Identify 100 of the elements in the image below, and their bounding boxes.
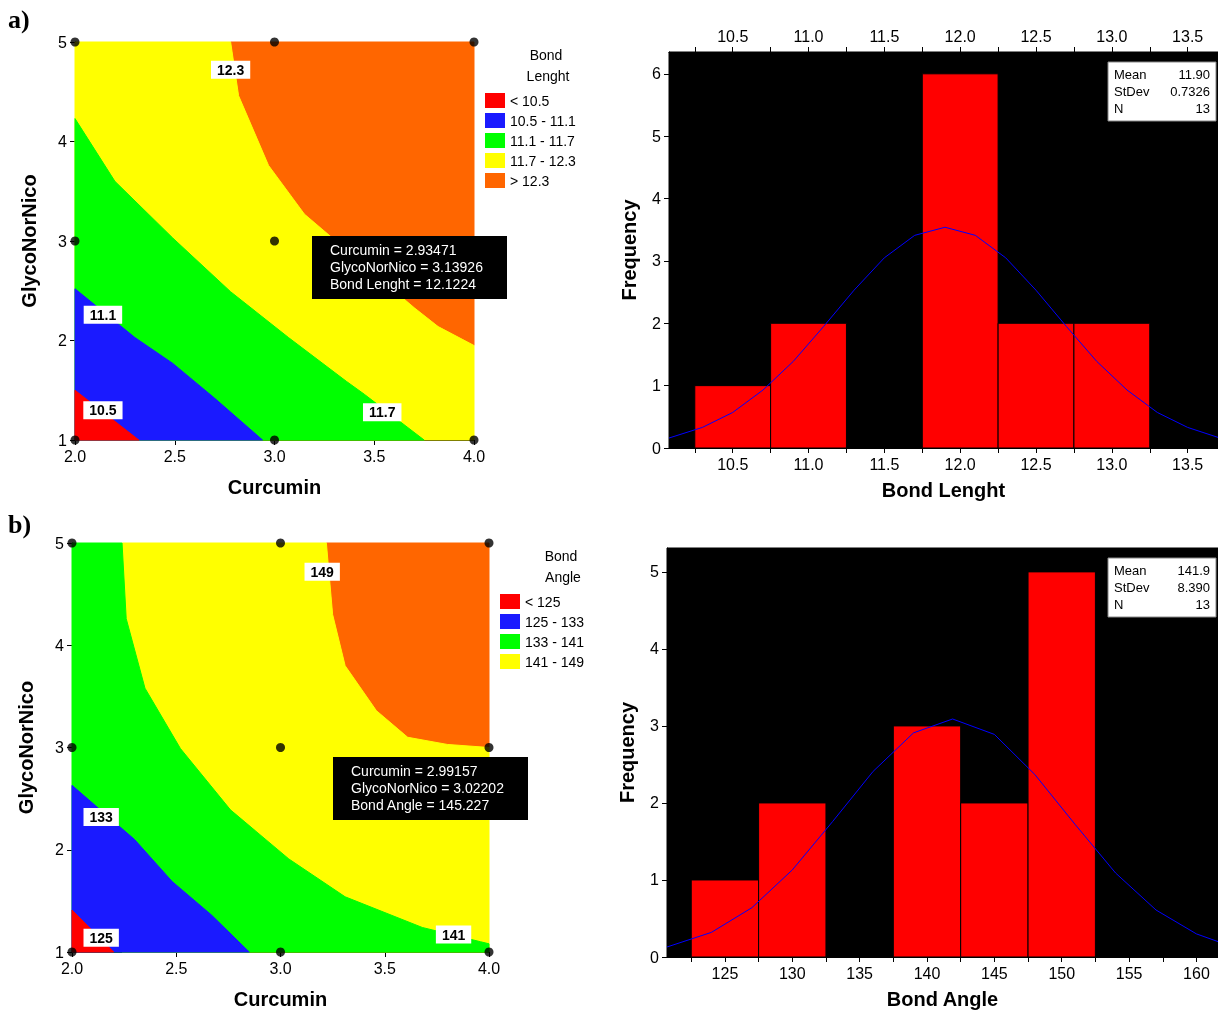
x-axis-title: Bond Angle (886, 988, 999, 1010)
annotation: 11.1 (89, 306, 117, 323)
annotation: 133 (89, 809, 114, 826)
annotation: Curcumin = 2.93471 GlycoNorNico = 3.13926 Bond Lenght = 12.1224 (312, 236, 507, 299)
y-tick-label: 5 (650, 563, 660, 581)
x-tick-label: 13.0 (1096, 455, 1128, 473)
x-tick-label: 4.0 (462, 447, 486, 465)
annotation: 10.5 (89, 402, 117, 419)
y-tick-label: 3 (55, 739, 65, 756)
text: a) (8, 4, 30, 34)
x-tick-label: 11.0 (793, 455, 824, 473)
y-axis-title: Frequency (618, 198, 640, 301)
x-axis-title: Curcumin (227, 476, 322, 498)
x-tick-label: 150 (1048, 964, 1076, 982)
point (67, 743, 77, 752)
y-tick-label: 6 (652, 65, 662, 83)
point (270, 37, 279, 47)
y-tick-label: 4 (58, 133, 68, 150)
x-axis-title: Curcumin (233, 988, 328, 1010)
y-tick-label: 4 (652, 190, 662, 208)
x-tick-label: 2.0 (60, 959, 84, 977)
annotation: 12.3 (216, 61, 245, 78)
y-axis-title: GlycoNorNico (15, 680, 37, 815)
text: StDev 0.7326 (1114, 84, 1210, 99)
x-tick-label: 10.5 (717, 455, 749, 473)
x2-tick-label: 13.5 (1172, 27, 1204, 45)
point (70, 37, 80, 47)
y-tick-label: 5 (58, 33, 68, 51)
x-tick-label: 155 (1115, 964, 1143, 982)
line-series (668, 226, 1218, 439)
text: StDev 8.390 (1114, 580, 1210, 595)
x2-tick-label: 11.5 (869, 27, 900, 45)
x-tick-label: 125 (711, 964, 739, 982)
line-series (666, 718, 1218, 948)
y-tick-label: 1 (55, 943, 65, 961)
x-tick-label: 2.0 (63, 447, 87, 465)
y-axis-title: GlycoNorNico (18, 174, 40, 308)
annotation: 11.7 (368, 404, 396, 421)
x-tick-label: 12.0 (944, 455, 976, 473)
point (270, 435, 279, 445)
x2-tick-label: 12.5 (1020, 27, 1052, 45)
y-tick-label: 2 (652, 314, 662, 332)
legend-label: < 10.5 (510, 92, 550, 109)
y-tick-label: 0 (652, 439, 662, 457)
y-tick-label: 0 (650, 948, 660, 966)
point (276, 947, 285, 957)
x-tick-label: 11.5 (869, 455, 900, 473)
text: N 13 (1114, 101, 1210, 116)
x-tick-label: 4.0 (477, 959, 501, 977)
y-tick-label: 1 (58, 431, 68, 449)
x-tick-label: 145 (981, 964, 1008, 982)
legend-label: 141 - 149 (525, 653, 585, 670)
x2-tick-label: 11.0 (793, 27, 824, 45)
y-tick-label: 4 (55, 636, 65, 654)
point (276, 743, 285, 752)
x-tick-label: 160 (1183, 964, 1210, 982)
y-tick-label: 5 (652, 127, 662, 145)
y-tick-label: 3 (58, 232, 68, 250)
y-tick-label: 3 (650, 717, 660, 735)
x-tick-label: 3.5 (373, 959, 396, 977)
x-tick-label: 2.5 (163, 447, 186, 465)
point (70, 236, 80, 246)
y-tick-label: 2 (58, 332, 68, 349)
legend-label: 11.1 - 11.7 (510, 132, 576, 149)
x-tick-label: 3.0 (269, 959, 292, 977)
x2-tick-label: 10.5 (717, 27, 749, 45)
y-tick-label: 2 (55, 841, 65, 859)
legend-label: 11.7 - 12.3 (510, 152, 577, 169)
y-tick-label: 1 (652, 377, 662, 395)
x-tick-label: 3.0 (263, 447, 286, 465)
y-tick-label: 4 (650, 640, 660, 658)
legend-title: Bond Angle (544, 547, 582, 585)
point (67, 538, 77, 548)
legend-label: 10.5 - 11.1 (510, 112, 577, 129)
text: Mean 11.90 (1114, 67, 1210, 82)
y-tick-label: 2 (650, 794, 660, 812)
point (276, 538, 285, 548)
x-tick-label: 2.5 (165, 959, 188, 977)
legend-label: > 12.3 (510, 172, 550, 189)
y-axis-title: Frequency (616, 701, 638, 804)
x2-tick-label: 13.0 (1096, 27, 1128, 45)
text: Mean 141.9 (1114, 563, 1210, 578)
y-tick-label: 1 (650, 871, 660, 889)
x-tick-label: 13.5 (1172, 455, 1204, 473)
legend-title: Bond Lenght (526, 46, 570, 84)
y-tick-label: 3 (652, 252, 662, 270)
legend-label: 133 - 141 (525, 633, 585, 650)
point (270, 236, 279, 246)
annotation: Curcumin = 2.99157 GlycoNorNico = 3.02202 Bond Angle = 145.227 (333, 757, 528, 820)
y-tick-label: 5 (55, 534, 65, 552)
x-axis-title: Bond Lenght (881, 479, 1006, 501)
x-tick-label: 130 (778, 964, 806, 982)
legend-label: 125 - 133 (525, 613, 585, 630)
annotation: 141 (441, 926, 466, 943)
x-tick-label: 135 (846, 964, 874, 982)
legend-label: < 125 (525, 593, 561, 610)
x2-tick-label: 12.0 (944, 27, 976, 45)
point (469, 37, 479, 47)
text: b) (8, 509, 32, 539)
x-tick-label: 140 (913, 964, 941, 982)
